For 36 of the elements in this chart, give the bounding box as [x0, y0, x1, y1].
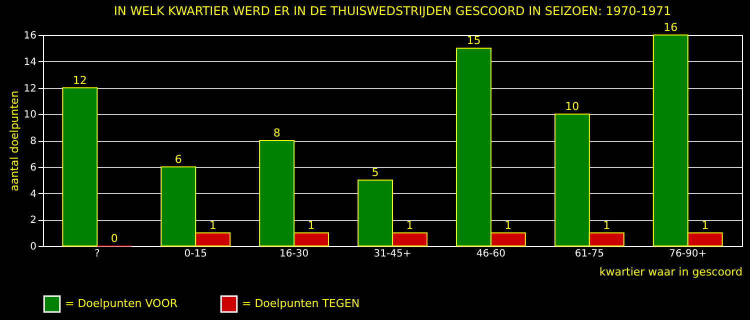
legend-label: = Doelpunten TEGEN — [242, 297, 360, 310]
data-label: 6 — [174, 152, 182, 166]
x-tick-label: ? — [94, 248, 100, 260]
data-label: 1 — [308, 218, 315, 232]
data-label: 1 — [702, 218, 709, 232]
data-label: 1 — [504, 218, 512, 232]
data-label: 1 — [209, 218, 216, 232]
data-label: 16 — [664, 21, 678, 34]
data-label: 1 — [603, 218, 610, 232]
y-tick-label: 0 — [30, 242, 36, 252]
y-tick-label: 12 — [24, 83, 36, 94]
chart-title: IN WELK KWARTIER WERD ER IN DE THUISWEDSTRIJDEN GESCOORD IN SEIZOEN: 1970-1971 — [114, 4, 672, 18]
x-tick-label: 61-75 — [574, 248, 604, 260]
data-label: 12 — [72, 74, 87, 87]
x-axis-title: kwartier waar in gescoord — [599, 266, 742, 278]
data-label: 15 — [466, 34, 481, 48]
y-tick-label: 6 — [30, 162, 36, 174]
data-label: 10 — [565, 100, 580, 114]
y-tick-label: 2 — [30, 215, 36, 226]
data-label: 1 — [406, 218, 414, 232]
x-tick-label: 0-15 — [184, 248, 207, 260]
data-label: 0 — [110, 232, 118, 245]
bar — [62, 87, 98, 246]
x-tick-label: 31-45+ — [374, 248, 412, 260]
data-label: 5 — [372, 166, 379, 180]
y-tick-label: 4 — [30, 188, 36, 200]
y-tick-label: 8 — [30, 136, 36, 147]
y-axis-title: aantal doelpunten — [8, 90, 21, 192]
x-tick-label: 16-30 — [280, 248, 309, 260]
x-tick-label: 76-90+ — [669, 248, 707, 260]
data-label: 8 — [273, 126, 280, 140]
y-tick-label: 10 — [24, 110, 36, 121]
legend-label: = Doelpunten VOOR — [65, 297, 178, 310]
x-tick-label: 46-60 — [476, 248, 506, 260]
y-tick-label: 16 — [24, 30, 36, 42]
y-tick-label: 14 — [24, 56, 36, 68]
